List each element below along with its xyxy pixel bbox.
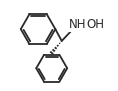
Text: OH: OH <box>86 18 104 31</box>
Text: NH: NH <box>68 18 86 31</box>
